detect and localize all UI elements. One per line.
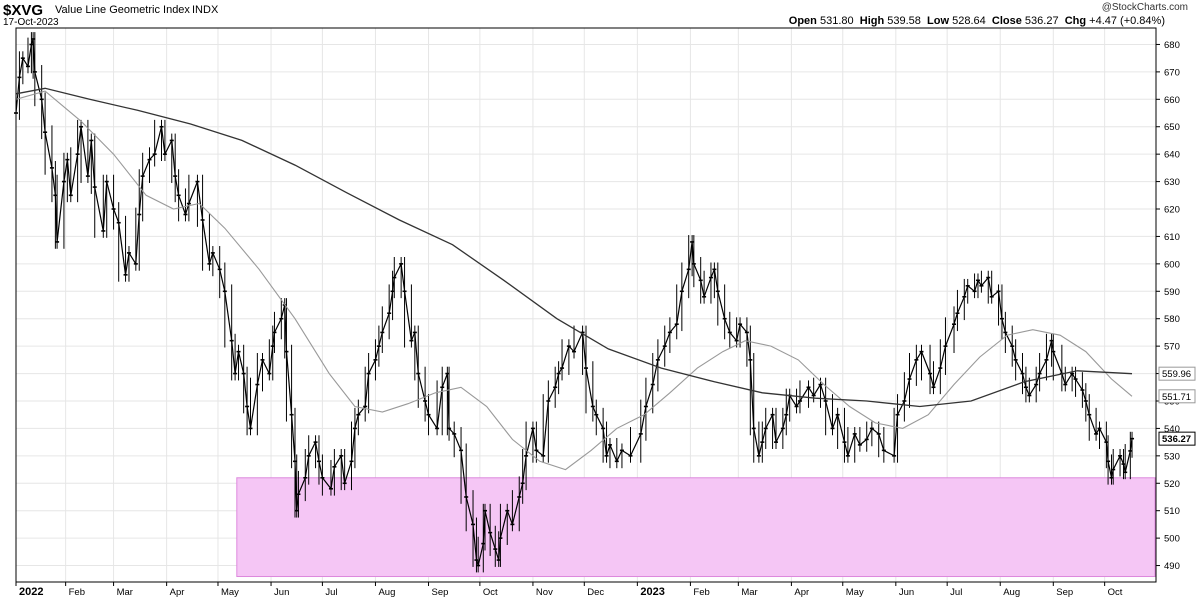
x-tick-label: Sep (432, 587, 449, 598)
low-label: Low (927, 15, 950, 27)
y-tick-label: 620 (1164, 205, 1180, 216)
right-label-text: 551.71 (1162, 392, 1191, 403)
y-tick-label: 650 (1164, 122, 1180, 133)
x-tick-label: May (221, 587, 239, 598)
x-tick-label: Apr (794, 587, 809, 598)
y-tick-label: 590 (1164, 287, 1180, 298)
low-value: 528.64 (952, 15, 986, 27)
right-label-ma50: 551.71 (1158, 389, 1196, 404)
price-line (15, 38, 1133, 568)
support-zone (236, 477, 1156, 578)
ma-50-line (15, 90, 1133, 471)
x-tick-label: Jul (325, 587, 337, 598)
y-tick-label: 660 (1164, 95, 1180, 106)
chart-date: 17-Oct-2023 (3, 17, 59, 28)
y-tick-label: 520 (1164, 479, 1180, 490)
x-axis: 2022 Feb Mar Apr May Jun Jul Aug Sep Oct Nov Dec 202… (15, 582, 1123, 598)
close-value: 536.27 (1024, 15, 1059, 27)
x-tick-label: Jun (274, 587, 289, 598)
x-tick-label: Mar (117, 587, 133, 598)
chg-label: Chg (1064, 15, 1087, 27)
right-label-price: 536.27 (1158, 431, 1196, 446)
x-tick-label: Sep (1056, 587, 1073, 598)
x-tick-label: Aug (378, 587, 395, 598)
y-tick-label: 570 (1164, 342, 1180, 353)
x-tick-label: Oct (483, 587, 498, 598)
y-axis: 4905005105205305405505605705805906006106… (1156, 40, 1180, 572)
open-value: 531.80 (819, 15, 854, 27)
y-tick-label: 490 (1164, 561, 1180, 572)
plot-frame (15, 27, 1157, 583)
x-tick-label: 2023 (640, 586, 664, 598)
right-label-ma200: 559.96 (1158, 366, 1196, 381)
right-label-box (1158, 366, 1196, 381)
open-label: Open (788, 15, 817, 27)
right-value-labels: 559.96 551.71 536.27 (1158, 366, 1196, 446)
right-label-box (1158, 431, 1196, 446)
ohlc-readout: Open 531.80 High 539.58 Low 528.64 Close… (789, 15, 1165, 27)
close-label: Close (991, 15, 1022, 27)
high-label: High (859, 15, 885, 27)
y-tick-label: 510 (1164, 506, 1180, 517)
x-tick-label: 2022 (19, 586, 43, 598)
x-tick-label: Oct (1108, 587, 1123, 598)
x-tick-label: Jul (950, 587, 962, 598)
y-tick-label: 540 (1164, 424, 1180, 435)
x-tick-label: Dec (587, 587, 604, 598)
chg-value: +4.47 (+0.84%) (1089, 15, 1165, 27)
ma-200-line (15, 87, 1133, 408)
y-tick-label: 610 (1164, 232, 1180, 243)
y-tick-label: 680 (1164, 40, 1180, 51)
chart-header: $XVG Value Line Geometric Index INDX 17-… (0, 0, 1200, 28)
index-name: Value Line Geometric Index (55, 4, 190, 16)
x-tick-label: Feb (69, 587, 85, 598)
right-label-text: 559.96 (1162, 369, 1191, 380)
y-tick-label: 500 (1164, 534, 1180, 545)
y-tick-label: 670 (1164, 67, 1180, 78)
right-label-box (1158, 389, 1196, 404)
series-layer (14, 32, 1135, 573)
y-tick-label: 600 (1164, 259, 1180, 270)
right-label-text: 536.27 (1162, 434, 1191, 445)
y-tick-label: 640 (1164, 150, 1180, 161)
x-tick-label: Apr (170, 587, 185, 598)
x-tick-label: Feb (693, 587, 709, 598)
x-tick-label: Aug (1003, 587, 1020, 598)
x-tick-label: Jun (899, 587, 914, 598)
y-tick-label: 580 (1164, 314, 1180, 325)
y-tick-label: 630 (1164, 177, 1180, 188)
stockcharts-watermark: @StockCharts.com (1101, 2, 1188, 13)
exchange-label: INDX (192, 4, 219, 16)
high-value: 539.58 (887, 15, 921, 27)
symbol-label: $XVG (3, 2, 44, 19)
x-tick-label: Nov (536, 587, 553, 598)
y-tick-label: 530 (1164, 451, 1180, 462)
x-tick-label: Mar (741, 587, 757, 598)
x-tick-label: May (846, 587, 864, 598)
